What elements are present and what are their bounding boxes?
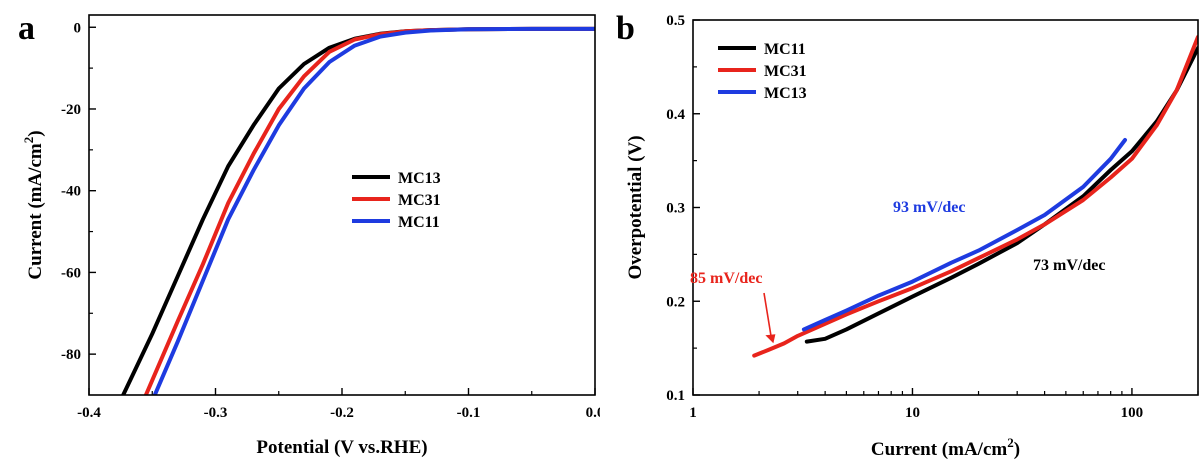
annotation-arrow-head [765,334,776,344]
x-tick-label: -0.4 [77,405,101,421]
chart-a: -0.4 -0.3 -0.2 -0.1 0.0 0 -20 -40 -60 -80 Potentia… [21,14,600,458]
x-tick-label: 0.0 [586,405,600,421]
series-line-mc13 [121,26,595,395]
legend-label-mc31: MC31 [764,63,807,80]
legend-label-mc31: MC31 [398,192,441,209]
x-tick-label: -0.3 [204,405,228,421]
panel-label-a: a [18,10,35,47]
y-tick-label: -40 [61,184,81,200]
x-tick-label: -0.1 [457,405,481,421]
y-tick-label: 0.1 [666,388,685,404]
x-axis-label: Current (mA/cm2) [871,435,1020,460]
annotation-slope-mc11: 73 mV/dec [1033,257,1105,274]
legend-label-mc11: MC11 [764,41,806,58]
x-tick-label: 100 [1121,405,1144,421]
y-tick-label: -60 [61,265,81,281]
plot-frame [88,14,596,396]
y-tick-label: 0.3 [666,201,685,217]
annotation-slope-mc13: 93 mV/dec [893,199,965,216]
x-axis-label: Potential (V vs.RHE) [256,437,427,458]
x-tick-label: 1 [689,405,697,421]
legend-label-mc13: MC13 [764,85,807,102]
legend-label-mc11: MC11 [398,214,440,231]
y-axis-label: Overpotential (V) [625,135,646,279]
y-tick-label: 0.4 [666,107,685,123]
series-line-mc13 [801,138,1127,332]
x-tick-label: -0.2 [330,405,354,421]
y-tick-label: 0.5 [666,13,685,29]
y-axis-label: Current (mA/cm2) [21,130,46,279]
y-tick-label: 0 [74,20,82,36]
panel-label-b: b [616,10,635,47]
series-line-mc31 [143,26,595,395]
annotation-arrow-shaft [763,292,773,339]
y-tick-label: -80 [61,347,81,363]
series-line-mc11 [152,26,595,395]
y-tick-label: -20 [61,102,81,118]
series-line-mc31 [752,34,1198,358]
y-tick-label: 0.2 [666,294,685,310]
chart-b: 1 10 100 0.1 0.2 0.3 0.4 0.5 Current (mA/cm2) Ove… [625,13,1199,460]
annotation-slope-mc31: 85 mV/dec [690,270,762,287]
x-tick-label: 10 [905,405,920,421]
series-line-mc11 [804,46,1198,344]
legend-label-mc13: MC13 [398,170,441,187]
